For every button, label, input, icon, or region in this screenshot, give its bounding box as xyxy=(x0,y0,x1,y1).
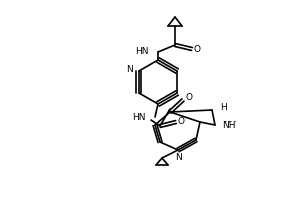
Text: O: O xyxy=(194,45,200,53)
Text: HN: HN xyxy=(133,114,146,122)
Text: NH: NH xyxy=(222,121,236,130)
Text: H: H xyxy=(220,104,227,112)
Text: N: N xyxy=(126,66,133,74)
Text: N: N xyxy=(175,152,182,162)
Text: O: O xyxy=(178,117,184,127)
Text: NH: NH xyxy=(223,120,236,130)
Text: O: O xyxy=(185,94,193,102)
Text: HN: HN xyxy=(136,46,149,55)
